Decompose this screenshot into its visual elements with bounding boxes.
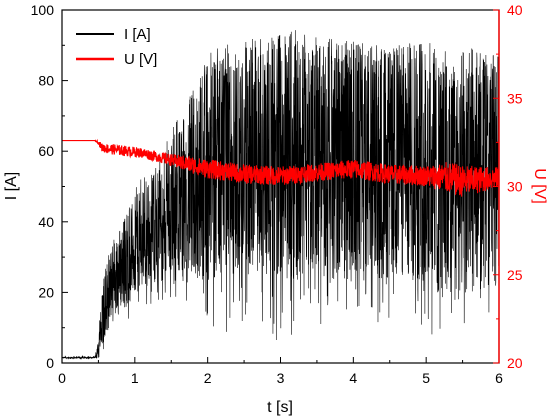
right-y-tick-label: 40: [507, 2, 523, 18]
right-y-tick-label: 35: [507, 90, 523, 106]
legend: I [A] U [V]: [76, 26, 157, 68]
left-y-tick-label: 80: [38, 73, 54, 89]
left-y-tick-label: 20: [38, 284, 54, 300]
legend-label-voltage: U [V]: [124, 51, 157, 68]
left-y-tick-label: 60: [38, 143, 54, 159]
x-tick-label: 6: [495, 370, 503, 386]
series-current: [62, 30, 499, 360]
right-y-axis: 20 25 30 35 40: [493, 2, 523, 371]
x-tick-label: 0: [58, 370, 66, 386]
left-y-axis: 0 20 40 60 80 100: [31, 2, 68, 371]
left-y-tick-label: 40: [38, 214, 54, 230]
right-y-tick-label: 25: [507, 267, 523, 283]
legend-label-current: I [A]: [124, 26, 151, 43]
x-tick-label: 1: [131, 370, 139, 386]
right-y-axis-title: U [V]: [531, 168, 548, 204]
right-y-tick-label: 20: [507, 355, 523, 371]
x-axis: 0 1 2 3 4 5 6: [58, 357, 503, 386]
series-layer: [62, 30, 499, 360]
left-y-tick-label: 100: [31, 2, 55, 18]
x-tick-label: 2: [204, 370, 212, 386]
left-y-axis-title: I [A]: [3, 172, 20, 200]
x-tick-label: 4: [349, 370, 357, 386]
x-axis-title: t [s]: [267, 399, 293, 416]
x-tick-label: 5: [422, 370, 430, 386]
right-y-tick-label: 30: [507, 179, 523, 195]
x-tick-label: 3: [277, 370, 285, 386]
left-y-tick-label: 0: [46, 355, 54, 371]
series-voltage: [62, 138, 499, 197]
